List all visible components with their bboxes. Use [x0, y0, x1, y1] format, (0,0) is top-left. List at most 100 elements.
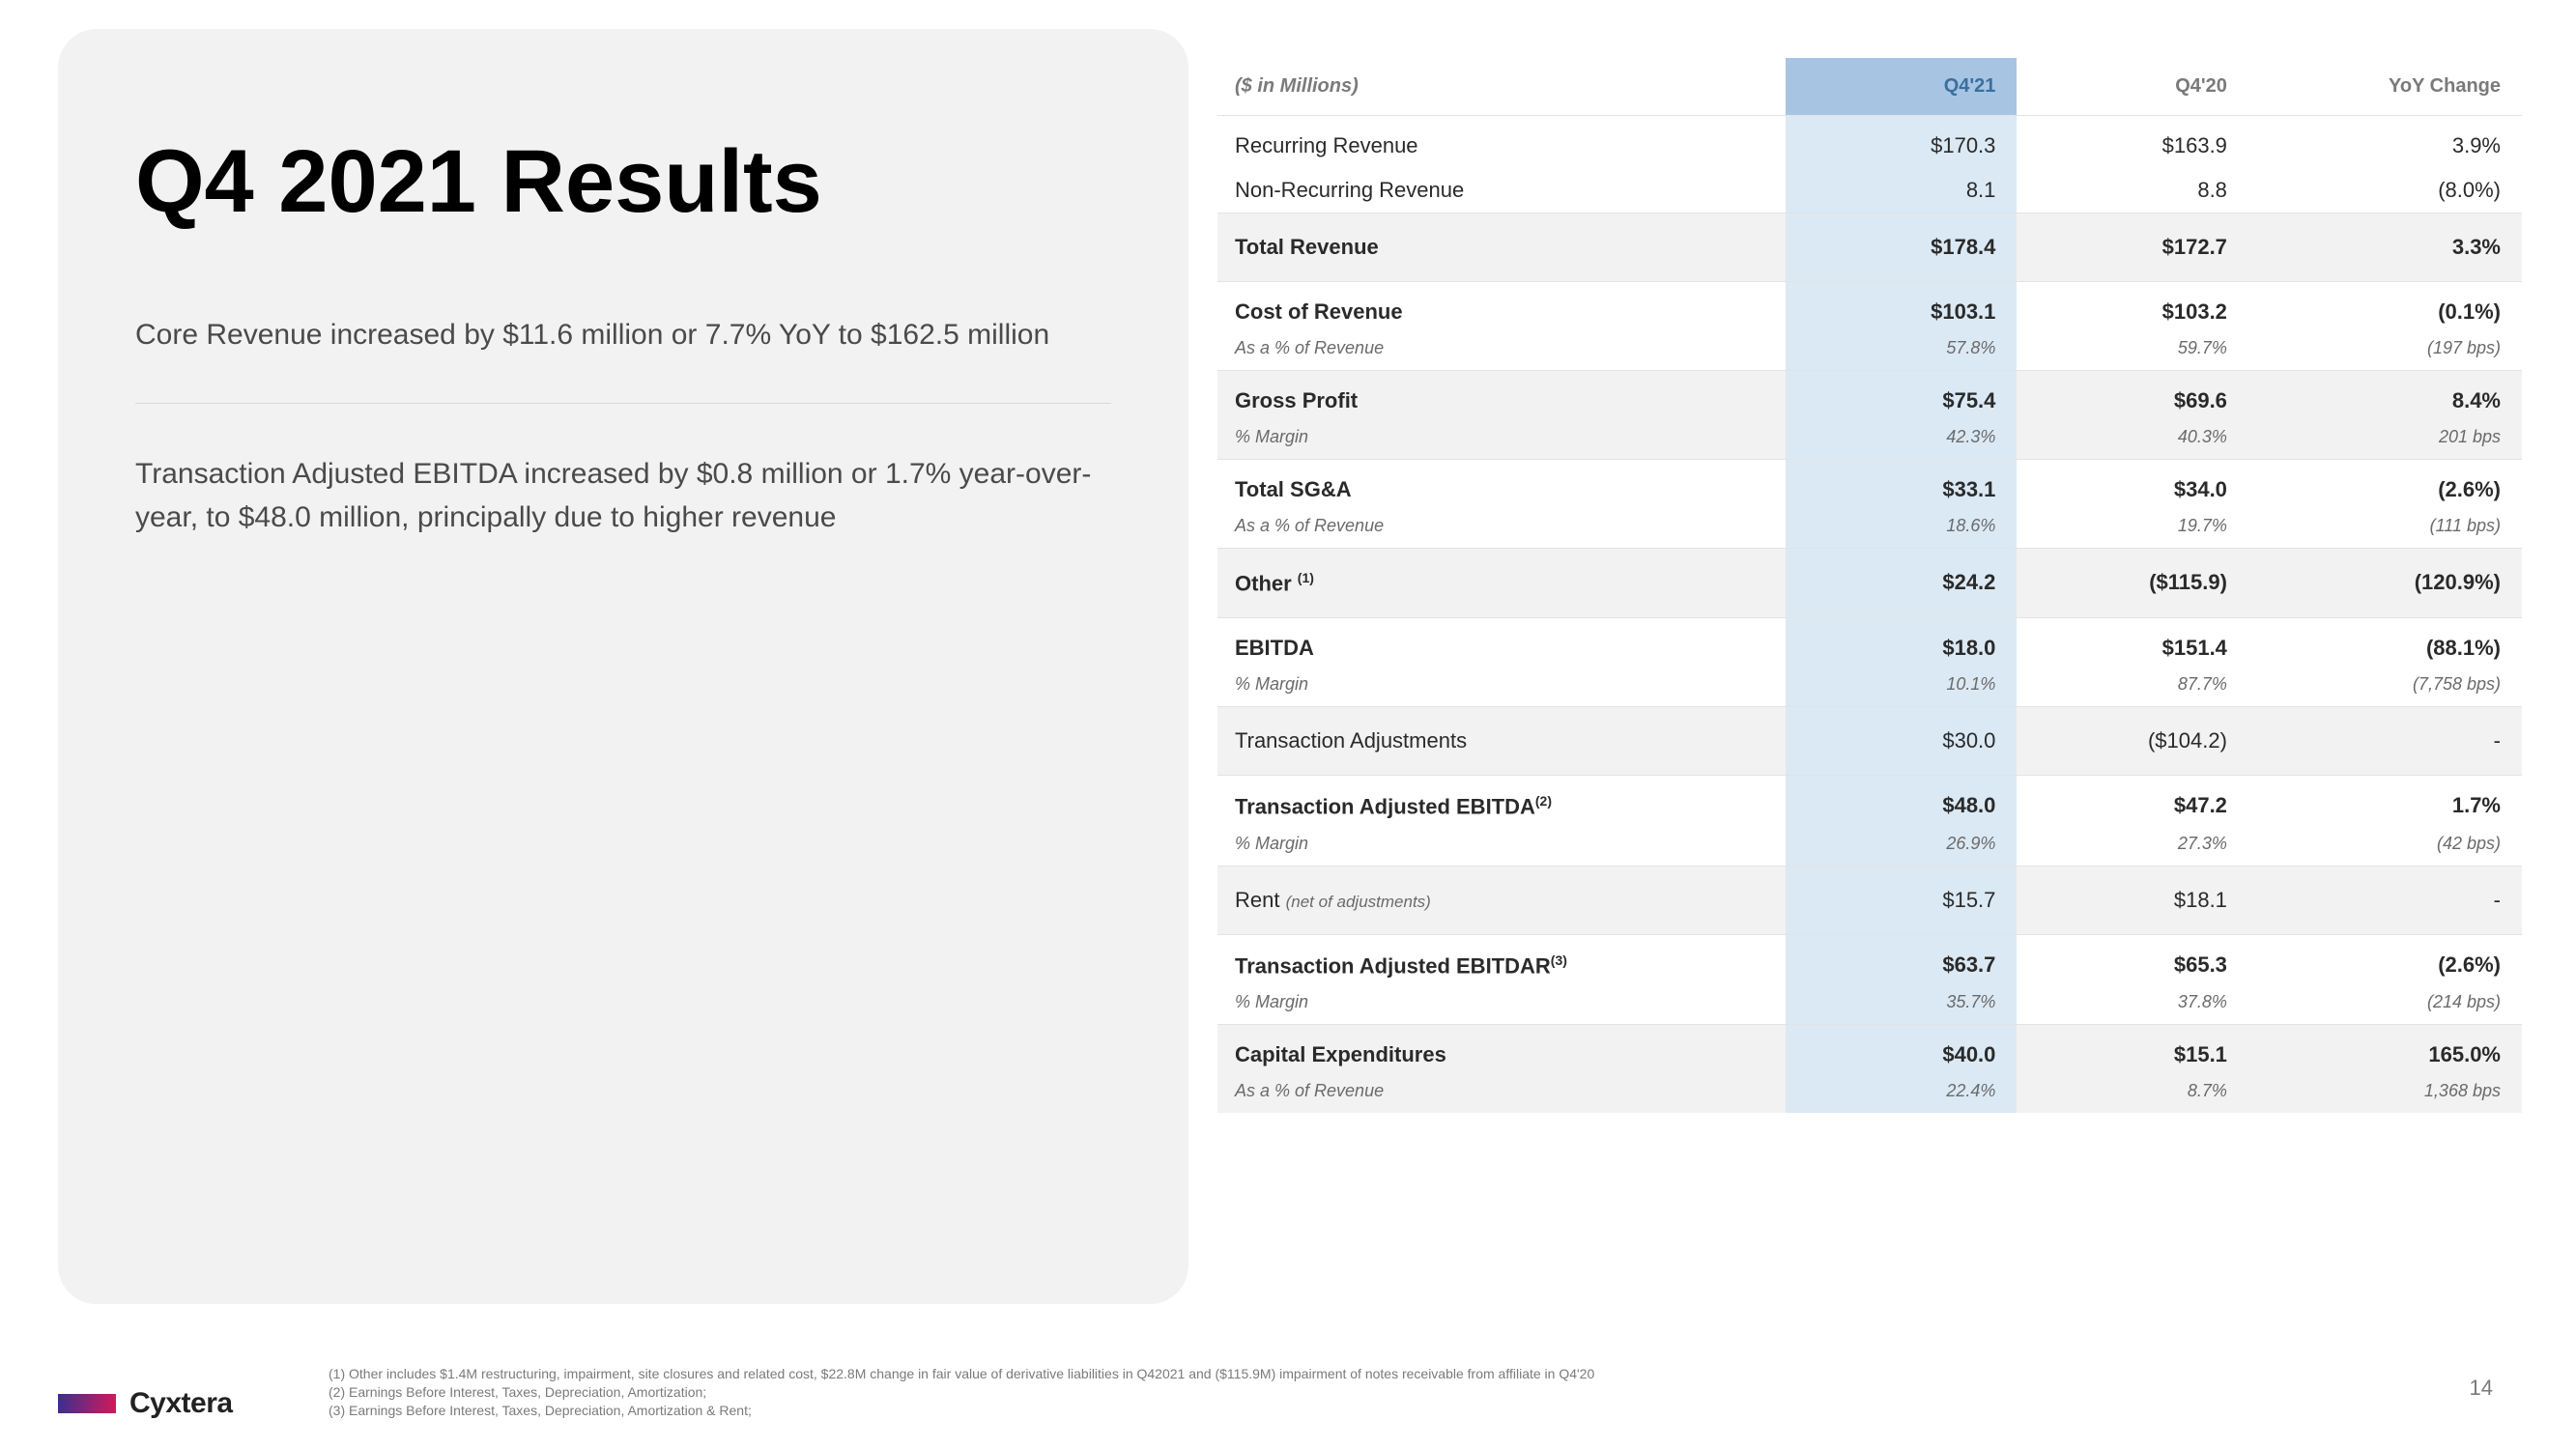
cell-yoy-sub: 1,368 bps: [2248, 1077, 2522, 1113]
cell-q421: 8.1: [1786, 168, 2018, 213]
cell-q420: $47.2: [2017, 776, 2248, 830]
cell-q421-sub: 35.7%: [1786, 988, 2018, 1025]
cell-q421: $103.1: [1786, 282, 2018, 335]
left-panel: Q4 2021 Results Core Revenue increased b…: [58, 29, 1188, 1304]
cell-yoy: -: [2248, 707, 2522, 776]
row-label: Capital Expenditures: [1217, 1024, 1786, 1077]
row-label: Other (1): [1217, 549, 1786, 618]
cell-q420: $172.7: [2017, 213, 2248, 282]
table-row: Gross Profit$75.4$69.68.4%: [1217, 371, 2522, 424]
cell-yoy: 3.3%: [2248, 213, 2522, 282]
cell-yoy: 3.9%: [2248, 116, 2522, 169]
cell-q421: $24.2: [1786, 549, 2018, 618]
row-sublabel: % Margin: [1217, 423, 1786, 460]
cell-q421: $18.0: [1786, 618, 2018, 671]
cell-q420-sub: 27.3%: [2017, 830, 2248, 867]
cell-q421: $48.0: [1786, 776, 2018, 830]
cell-yoy-sub: (214 bps): [2248, 988, 2522, 1025]
row-label: Transaction Adjustments: [1217, 707, 1786, 776]
row-sublabel: % Margin: [1217, 670, 1786, 707]
cell-q420-sub: 37.8%: [2017, 988, 2248, 1025]
row-label: Transaction Adjusted EBITDA(2): [1217, 776, 1786, 830]
cell-yoy: (120.9%): [2248, 549, 2522, 618]
bullet-adjusted-ebitda: Transaction Adjusted EBITDA increased by…: [135, 452, 1111, 539]
cell-q420: $34.0: [2017, 460, 2248, 513]
cell-q420: $151.4: [2017, 618, 2248, 671]
divider: [135, 403, 1111, 404]
row-label: Total Revenue: [1217, 213, 1786, 282]
table-row: Other (1)$24.2($115.9)(120.9%): [1217, 549, 2522, 618]
footnote-3: (3) Earnings Before Interest, Taxes, Dep…: [329, 1402, 1594, 1420]
bullet-core-revenue: Core Revenue increased by $11.6 million …: [135, 316, 1111, 355]
table-subrow: As a % of Revenue18.6%19.7%(111 bps): [1217, 512, 2522, 549]
cell-q420-sub: 8.7%: [2017, 1077, 2248, 1113]
cell-q421-sub: 10.1%: [1786, 670, 2018, 707]
cell-q421: $75.4: [1786, 371, 2018, 424]
table-subrow: % Margin35.7%37.8%(214 bps): [1217, 988, 2522, 1025]
footnote-2: (2) Earnings Before Interest, Taxes, Dep…: [329, 1383, 1594, 1402]
cell-q420: 8.8: [2017, 168, 2248, 213]
row-sublabel: % Margin: [1217, 988, 1786, 1025]
cell-q421: $33.1: [1786, 460, 2018, 513]
row-label: Recurring Revenue: [1217, 116, 1786, 169]
cell-yoy: 165.0%: [2248, 1024, 2522, 1077]
table-row: Non-Recurring Revenue8.18.8(8.0%): [1217, 168, 2522, 213]
cell-q421-sub: 57.8%: [1786, 334, 2018, 371]
footnote-1: (1) Other includes $1.4M restructuring, …: [329, 1365, 1594, 1383]
row-sublabel: As a % of Revenue: [1217, 512, 1786, 549]
col-header-q421: Q4'21: [1786, 58, 2018, 116]
cell-yoy-sub: 201 bps: [2248, 423, 2522, 460]
row-label: Transaction Adjusted EBITDAR(3): [1217, 934, 1786, 988]
logo-bar-icon: [58, 1394, 116, 1413]
cell-q420-sub: 87.7%: [2017, 670, 2248, 707]
cell-q421-sub: 42.3%: [1786, 423, 2018, 460]
table-subrow: % Margin42.3%40.3%201 bps: [1217, 423, 2522, 460]
table-row: Transaction Adjustments$30.0($104.2)-: [1217, 707, 2522, 776]
cell-yoy-sub: (7,758 bps): [2248, 670, 2522, 707]
cell-yoy: 1.7%: [2248, 776, 2522, 830]
cell-q420: $18.1: [2017, 866, 2248, 934]
page-title: Q4 2021 Results: [135, 135, 1111, 229]
cell-q420: $65.3: [2017, 934, 2248, 988]
financial-table: ($ in Millions) Q4'21 Q4'20 YoY Change R…: [1217, 58, 2522, 1113]
row-label: Rent (net of adjustments): [1217, 866, 1786, 934]
col-header-yoy: YoY Change: [2248, 58, 2522, 116]
row-sublabel: As a % of Revenue: [1217, 1077, 1786, 1113]
cell-yoy: (8.0%): [2248, 168, 2522, 213]
cell-q421: $15.7: [1786, 866, 2018, 934]
cell-q420-sub: 19.7%: [2017, 512, 2248, 549]
row-label: Cost of Revenue: [1217, 282, 1786, 335]
cell-yoy: (88.1%): [2248, 618, 2522, 671]
cell-yoy: (2.6%): [2248, 460, 2522, 513]
row-label: Non-Recurring Revenue: [1217, 168, 1786, 213]
logo-text: Cyxtera: [129, 1387, 233, 1420]
cell-q420-sub: 59.7%: [2017, 334, 2248, 371]
slide: Q4 2021 Results Core Revenue increased b…: [0, 0, 2576, 1449]
cell-q420: $69.6: [2017, 371, 2248, 424]
table-row: Total SG&A$33.1$34.0(2.6%): [1217, 460, 2522, 513]
table-subrow: As a % of Revenue22.4%8.7%1,368 bps: [1217, 1077, 2522, 1113]
logo: Cyxtera: [58, 1387, 233, 1420]
table-row: Total Revenue$178.4$172.73.3%: [1217, 213, 2522, 282]
table-row: Cost of Revenue$103.1$103.2(0.1%): [1217, 282, 2522, 335]
table-subrow: As a % of Revenue57.8%59.7%(197 bps): [1217, 334, 2522, 371]
cell-yoy: (2.6%): [2248, 934, 2522, 988]
table-subrow: % Margin10.1%87.7%(7,758 bps): [1217, 670, 2522, 707]
cell-q420: $163.9: [2017, 116, 2248, 169]
cell-q421: $30.0: [1786, 707, 2018, 776]
cell-yoy: 8.4%: [2248, 371, 2522, 424]
cell-yoy-sub: (42 bps): [2248, 830, 2522, 867]
cell-q421-sub: 22.4%: [1786, 1077, 2018, 1113]
cell-q421: $170.3: [1786, 116, 2018, 169]
cell-q420: $103.2: [2017, 282, 2248, 335]
table-row: Recurring Revenue$170.3$163.93.9%: [1217, 116, 2522, 169]
table-row: Rent (net of adjustments)$15.7$18.1-: [1217, 866, 2522, 934]
cell-q420-sub: 40.3%: [2017, 423, 2248, 460]
cell-yoy: (0.1%): [2248, 282, 2522, 335]
cell-q421: $40.0: [1786, 1024, 2018, 1077]
cell-q420: $15.1: [2017, 1024, 2248, 1077]
col-header-q420: Q4'20: [2017, 58, 2248, 116]
table-subrow: % Margin26.9%27.3%(42 bps): [1217, 830, 2522, 867]
page-number: 14: [2470, 1376, 2493, 1401]
cell-q421: $178.4: [1786, 213, 2018, 282]
